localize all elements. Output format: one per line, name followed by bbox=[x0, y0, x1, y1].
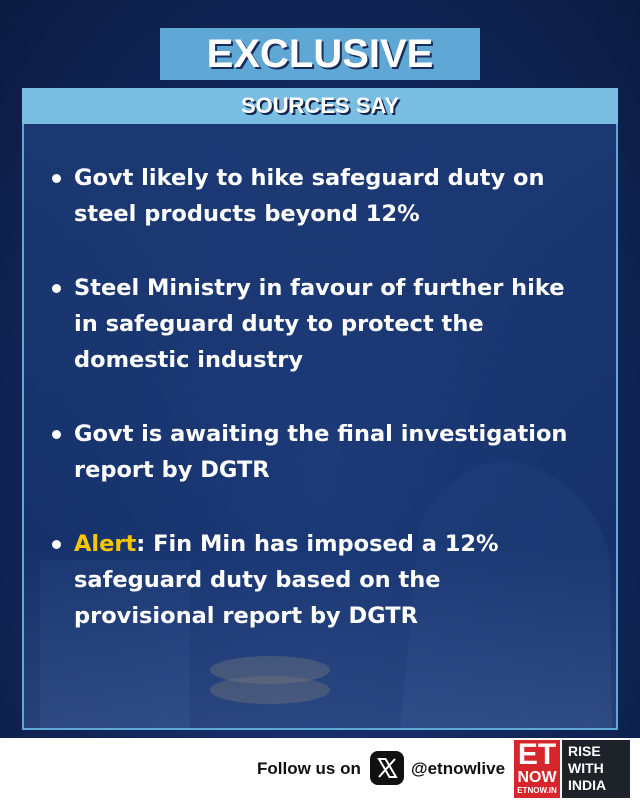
bullet-text: Govt likely to hike safeguard duty on st… bbox=[74, 165, 545, 227]
tagline-word: RISE bbox=[568, 743, 601, 759]
bullet-list: Govt likely to hike safeguard duty on st… bbox=[48, 160, 588, 672]
tagline-word: INDIA bbox=[568, 777, 607, 793]
footer: Follow us on @etnowlive ET NOW ETNOW.IN … bbox=[0, 738, 640, 800]
logo-et: ET bbox=[517, 738, 557, 771]
follow-text: Follow us on bbox=[257, 759, 361, 778]
subtitle-bar: SOURCES SAY bbox=[22, 88, 618, 124]
logo-now: NOW bbox=[517, 769, 557, 786]
bullet-item: Steel Ministry in favour of further hike… bbox=[48, 270, 588, 378]
subtitle: SOURCES SAY bbox=[240, 93, 400, 118]
bullet-text: : Fin Min has imposed a 12% safeguard du… bbox=[74, 531, 499, 629]
title: EXCLUSIVE bbox=[206, 31, 434, 76]
tagline: RISE WITH INDIA bbox=[562, 740, 630, 798]
logo-site: ETNOW.IN bbox=[517, 786, 557, 795]
tagline-word: WITH bbox=[568, 760, 604, 776]
bullet-text: Steel Ministry in favour of further hike… bbox=[74, 275, 565, 373]
x-logo[interactable] bbox=[370, 751, 404, 785]
brand-logo: ET NOW ETNOW.IN bbox=[514, 740, 560, 798]
bullet-highlight: Alert bbox=[74, 531, 137, 557]
bullet-text: Govt is awaiting the final investigation… bbox=[74, 421, 568, 483]
bullet-item: Govt is awaiting the final investigation… bbox=[48, 416, 588, 488]
bullet-item: Alert: Fin Min has imposed a 12% safegua… bbox=[48, 526, 588, 634]
bullet-item: Govt likely to hike safeguard duty on st… bbox=[48, 160, 588, 232]
title-banner: EXCLUSIVE bbox=[160, 28, 480, 80]
content-panel bbox=[22, 124, 618, 730]
handle[interactable]: @etnowlive bbox=[411, 759, 506, 778]
